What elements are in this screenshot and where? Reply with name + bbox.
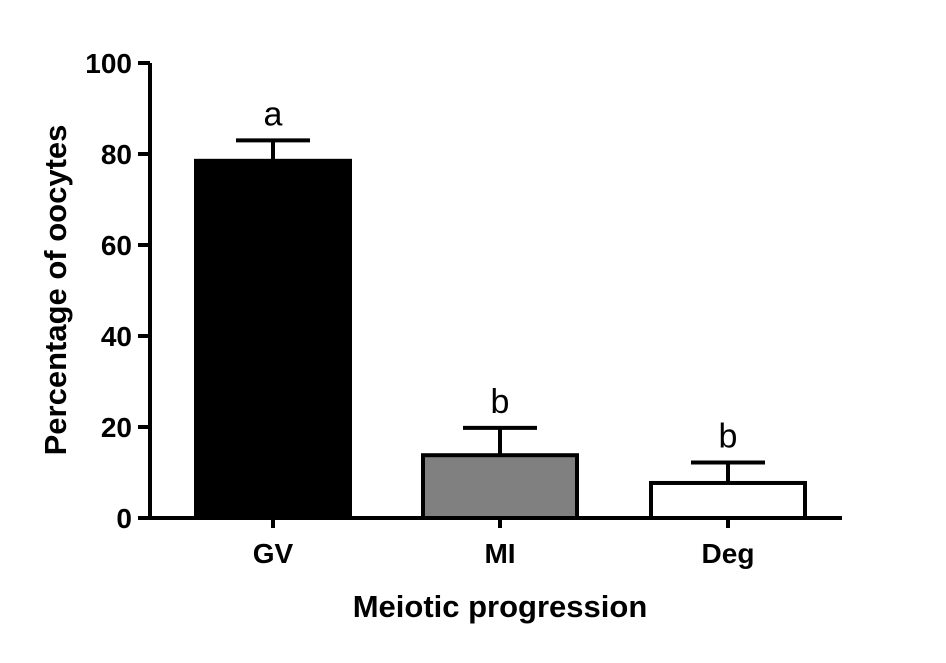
y-tick-label-60: 60 — [101, 230, 132, 261]
significance-labels-layer: a b b — [264, 95, 738, 455]
x-axis-title: Meiotic progression — [353, 589, 648, 624]
y-tick-label-40: 40 — [101, 321, 132, 352]
bar-deg — [649, 480, 807, 520]
x-tick-label-mi: MI — [484, 538, 515, 569]
significance-label-deg: b — [719, 417, 738, 455]
y-tick-label-80: 80 — [101, 139, 132, 170]
x-tick-label-gv: GV — [253, 538, 294, 569]
y-tick-label-20: 20 — [101, 412, 132, 443]
error-bars-layer — [236, 138, 765, 483]
x-tick-label-deg: Deg — [702, 538, 755, 569]
bar-mi — [421, 453, 579, 520]
significance-label-mi: b — [491, 383, 510, 421]
y-ticks-layer: 0 20 40 60 80 100 — [85, 48, 150, 534]
y-tick-label-0: 0 — [116, 503, 132, 534]
x-ticks-layer: GV MI Deg — [253, 518, 755, 569]
significance-label-gv: a — [264, 95, 283, 133]
bar-gv — [194, 158, 352, 520]
y-axis-title: Percentage of oocytes — [38, 125, 73, 456]
y-tick-label-100: 100 — [85, 48, 132, 79]
